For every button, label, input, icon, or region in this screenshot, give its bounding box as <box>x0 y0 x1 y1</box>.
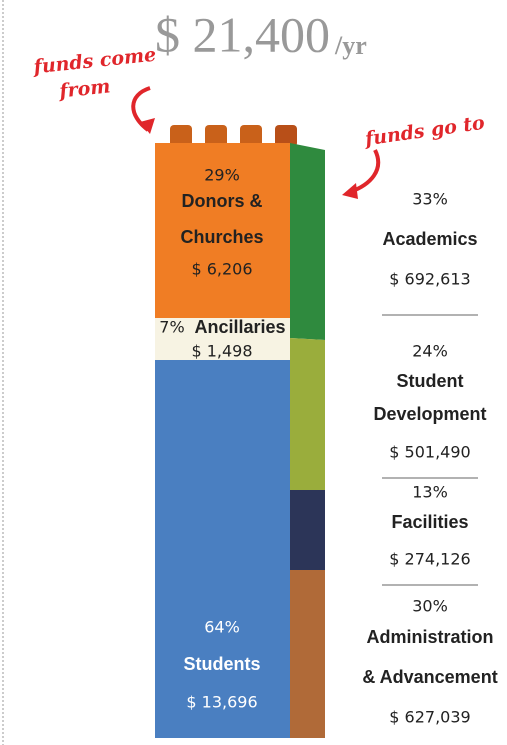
source-amount: $ 13,696 <box>186 693 257 712</box>
source-name: Students <box>183 654 260 674</box>
arrow <box>342 183 358 199</box>
use-name: Student <box>397 371 464 391</box>
use-amount: $ 501,490 <box>389 443 470 462</box>
source-name: Ancillaries <box>194 317 285 337</box>
note-to: funds go to <box>362 112 487 151</box>
note-from: funds come <box>31 44 157 79</box>
total-amount: $ 21,400 <box>155 6 330 62</box>
source-percent: 7% <box>159 318 184 337</box>
use-name: Administration <box>366 627 493 647</box>
use-amount: $ 627,039 <box>389 708 470 727</box>
source-percent: 29% <box>204 166 240 185</box>
note-from: from <box>56 75 111 102</box>
use-name: & Advancement <box>362 667 497 687</box>
source-name: Churches <box>180 227 263 247</box>
total-unit: /yr <box>334 31 367 60</box>
use-percent: 24% <box>412 342 448 361</box>
use-amount: $ 692,613 <box>389 270 470 289</box>
block-column <box>155 125 325 738</box>
use-name: Facilities <box>391 512 468 532</box>
use-percent: 33% <box>412 190 448 209</box>
source-name: Donors & <box>182 191 263 211</box>
infographic: $ 21,400 /yr funds come from funds go to… <box>0 0 507 745</box>
source-percent: 64% <box>204 618 240 637</box>
source-amount: $ 6,206 <box>191 260 252 279</box>
use-name: Academics <box>382 229 477 249</box>
use-name: Development <box>373 404 486 424</box>
source-amount: $ 1,498 <box>191 342 252 361</box>
use-amount: $ 274,126 <box>389 550 470 569</box>
use-percent: 30% <box>412 597 448 616</box>
use-percent: 13% <box>412 483 448 502</box>
